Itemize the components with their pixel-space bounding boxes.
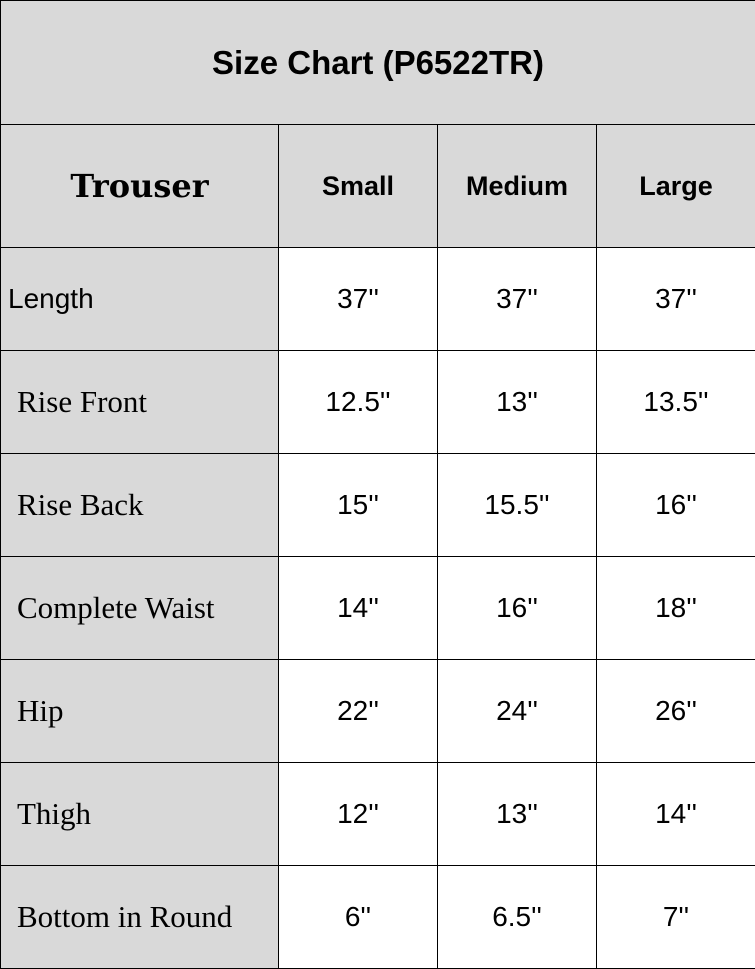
- size-value: 37'': [596, 247, 755, 351]
- size-value: 37'': [278, 247, 438, 351]
- header-small: Small: [278, 124, 438, 248]
- header-trouser: Trouser: [0, 124, 279, 248]
- table-row: Length 37'' 37'' 37'': [0, 247, 755, 351]
- table-title: Size Chart (P6522TR): [0, 0, 755, 125]
- size-value: 22'': [278, 659, 438, 763]
- table-row: Bottom in Round 6'' 6.5'' 7'': [0, 865, 755, 969]
- table-row: Hip 22'' 24'' 26'': [0, 659, 755, 763]
- size-value: 13.5'': [596, 350, 755, 454]
- size-value: 16'': [437, 556, 597, 660]
- size-value: 12.5'': [278, 350, 438, 454]
- table-row: Thigh 12'' 13'' 14'': [0, 762, 755, 866]
- size-value: 6'': [278, 865, 438, 969]
- row-label: Hip: [0, 659, 279, 763]
- size-value: 14'': [596, 762, 755, 866]
- header-large: Large: [596, 124, 755, 248]
- size-value: 16'': [596, 453, 755, 557]
- size-value: 12'': [278, 762, 438, 866]
- size-value: 6.5'': [437, 865, 597, 969]
- table-row: Rise Front 12.5'' 13'' 13.5'': [0, 350, 755, 454]
- row-label: Thigh: [0, 762, 279, 866]
- size-value: 24'': [437, 659, 597, 763]
- size-value: 7'': [596, 865, 755, 969]
- row-label: Length: [0, 247, 279, 351]
- size-value: 15'': [278, 453, 438, 557]
- size-value: 18'': [596, 556, 755, 660]
- size-value: 15.5'': [437, 453, 597, 557]
- row-label: Bottom in Round: [0, 865, 279, 969]
- size-value: 13'': [437, 762, 597, 866]
- size-value: 13'': [437, 350, 597, 454]
- table-row: Rise Back 15'' 15.5'' 16'': [0, 453, 755, 557]
- size-value: 37'': [437, 247, 597, 351]
- table-row: Complete Waist 14'' 16'' 18'': [0, 556, 755, 660]
- row-label: Rise Back: [0, 453, 279, 557]
- header-medium: Medium: [437, 124, 597, 248]
- size-value: 14'': [278, 556, 438, 660]
- row-label: Complete Waist: [0, 556, 279, 660]
- size-value: 26'': [596, 659, 755, 763]
- row-label: Rise Front: [0, 350, 279, 454]
